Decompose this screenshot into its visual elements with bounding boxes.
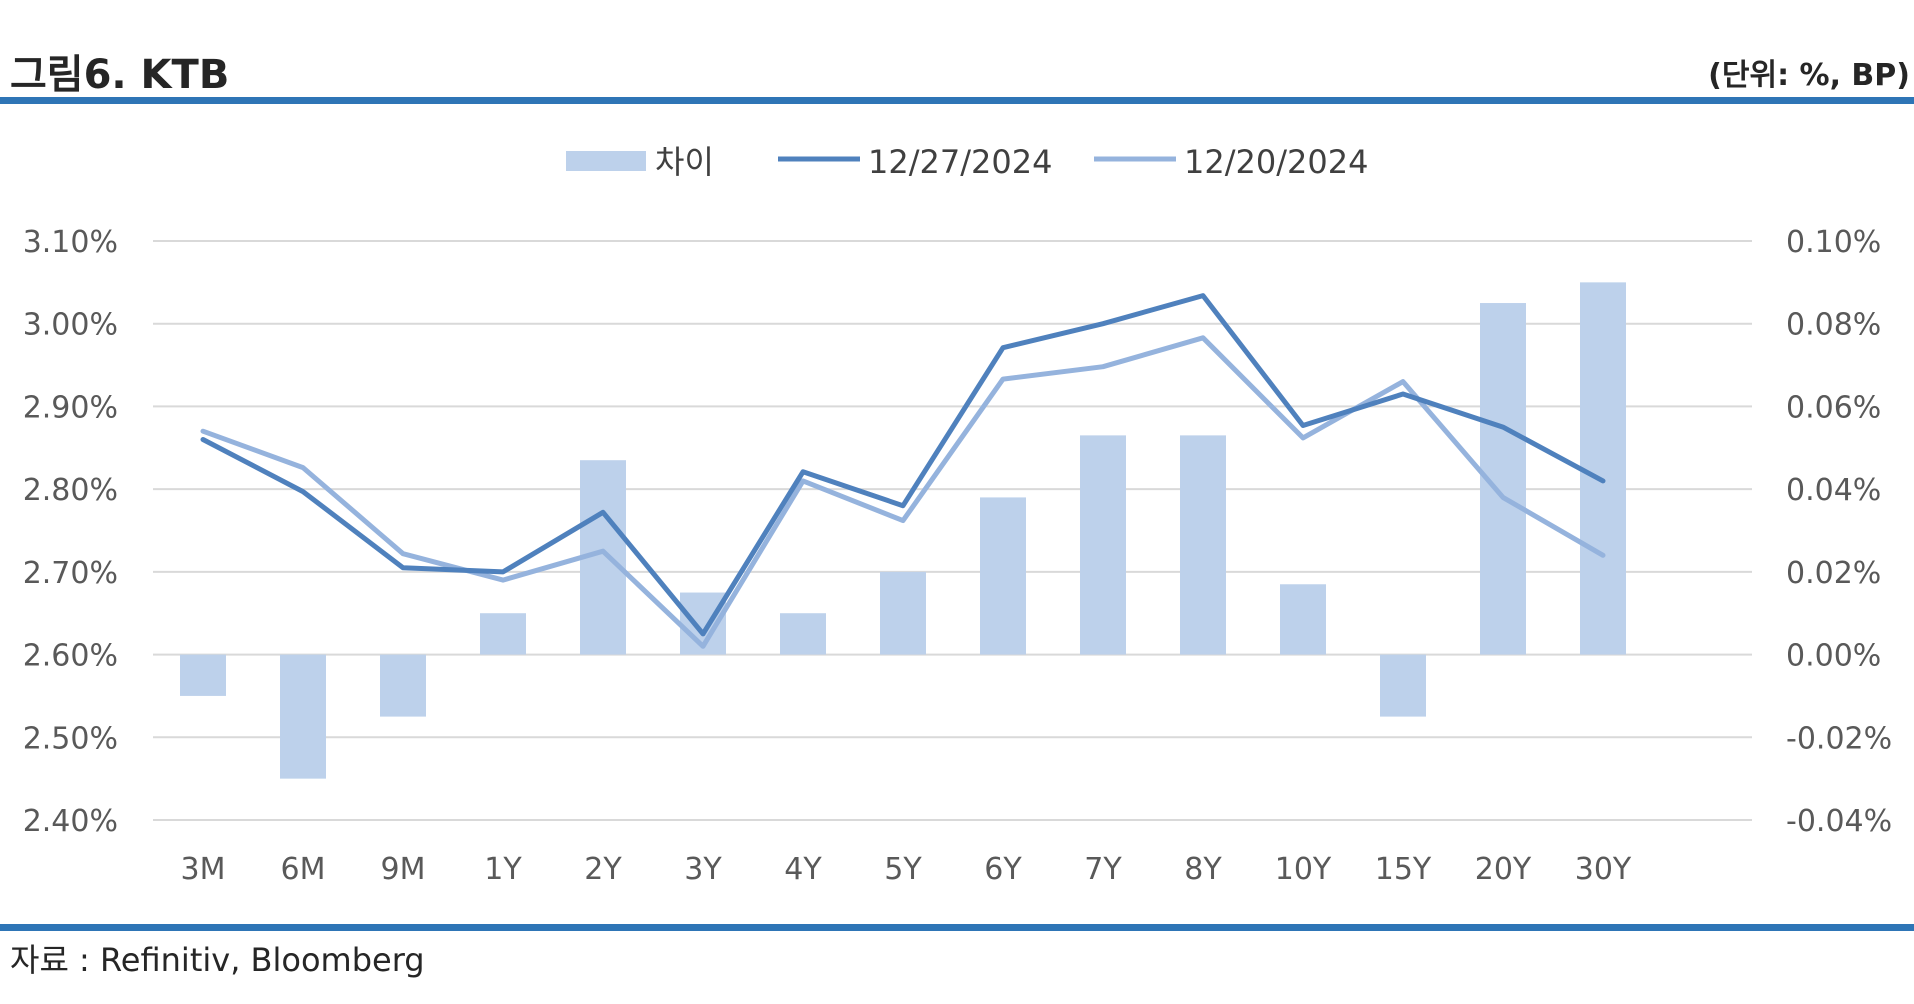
x-tick-label: 3Y — [684, 852, 722, 887]
x-axis: 3M 6M 9M 1Y 2Y 3Y 4Y 5Y 6Y 7Y 8Y 10Y 15Y 20Y 30Y — [181, 852, 1632, 887]
x-tick-label: 5Y — [884, 852, 922, 887]
bar-chai — [180, 654, 226, 696]
bar-series — [180, 282, 1626, 779]
x-tick-label: 3M — [181, 852, 226, 887]
top-rule — [0, 97, 1914, 104]
y-right-tick-label: 0.02% — [1786, 556, 1881, 591]
y-right-tick-label: 0.04% — [1786, 473, 1881, 508]
y-left-tick-label: 2.90% — [23, 390, 118, 425]
bar-chai — [280, 654, 326, 779]
bottom-rule — [0, 924, 1914, 931]
y-right-tick-label: 0.08% — [1786, 308, 1881, 343]
y-left-tick-label: 2.40% — [23, 804, 118, 839]
y-left-tick-label: 2.60% — [23, 639, 118, 674]
legend-label-current: 12/27/2024 — [868, 143, 1052, 181]
bar-chai — [880, 571, 926, 655]
unit-label: (단위: %, BP) — [1708, 58, 1910, 93]
x-tick-label: 30Y — [1575, 852, 1632, 887]
ktb-yield-chart: 차이 12/27/2024 12/20/2024 2.40%2.50%2.60%2.… — [23, 143, 1892, 887]
y-left-tick-label: 2.80% — [23, 473, 118, 508]
x-tick-label: 15Y — [1375, 852, 1432, 887]
x-tick-label: 20Y — [1475, 852, 1532, 887]
x-tick-label: 7Y — [1084, 852, 1122, 887]
x-tick-label: 4Y — [784, 852, 822, 887]
x-tick-label: 8Y — [1184, 852, 1222, 887]
figure-title: 그림6. KTB — [10, 52, 230, 98]
bar-chai — [1080, 435, 1126, 655]
x-tick-label: 1Y — [484, 852, 522, 887]
y-right-tick-label: -0.04% — [1786, 804, 1892, 839]
x-tick-label: 10Y — [1275, 852, 1332, 887]
legend-label-previous: 12/20/2024 — [1184, 143, 1368, 181]
legend-swatch-chai — [566, 151, 646, 171]
bar-chai — [1580, 282, 1626, 655]
x-tick-label: 6M — [281, 852, 326, 887]
bar-chai — [1380, 654, 1426, 717]
y-right-tick-label: -0.02% — [1786, 721, 1892, 756]
y-left-tick-label: 2.70% — [23, 556, 118, 591]
figure-header: 그림6. KTB (단위: %, BP) — [0, 0, 1914, 100]
y-right-tick-label: 0.00% — [1786, 639, 1881, 674]
legend-label-chai: 차이 — [655, 143, 714, 181]
y-right-tick-label: 0.06% — [1786, 390, 1881, 425]
bar-chai — [380, 654, 426, 717]
y-left-tick-label: 3.00% — [23, 308, 118, 343]
x-tick-label: 6Y — [984, 852, 1022, 887]
bar-chai — [1180, 435, 1226, 655]
y-axis-left: 2.40% 2.50% 2.60% 2.70% 2.80% 2.90% 3.00% 3.10% — [23, 225, 118, 839]
line-series-previous — [200, 335, 1606, 649]
line-series — [200, 293, 1606, 649]
source-note: 자료 : Refinitiv, Bloomberg — [10, 941, 425, 979]
bar-chai — [1280, 584, 1326, 655]
legend: 차이 12/27/2024 12/20/2024 — [566, 143, 1368, 181]
x-tick-label: 9M — [381, 852, 426, 887]
y-axis-right: -0.04% -0.02% 0.00% 0.02% 0.04% 0.06% 0.08% 0.1… — [1786, 225, 1892, 839]
x-tick-label: 2Y — [584, 852, 622, 887]
y-right-tick-label: 0.10% — [1786, 225, 1881, 260]
y-left-tick-label: 2.50% — [23, 721, 118, 756]
bar-chai — [480, 613, 526, 655]
bar-chai — [980, 497, 1026, 655]
y-left-tick-label: 3.10% — [23, 225, 118, 260]
bar-chai — [780, 613, 826, 655]
line-series-current — [200, 293, 1606, 637]
